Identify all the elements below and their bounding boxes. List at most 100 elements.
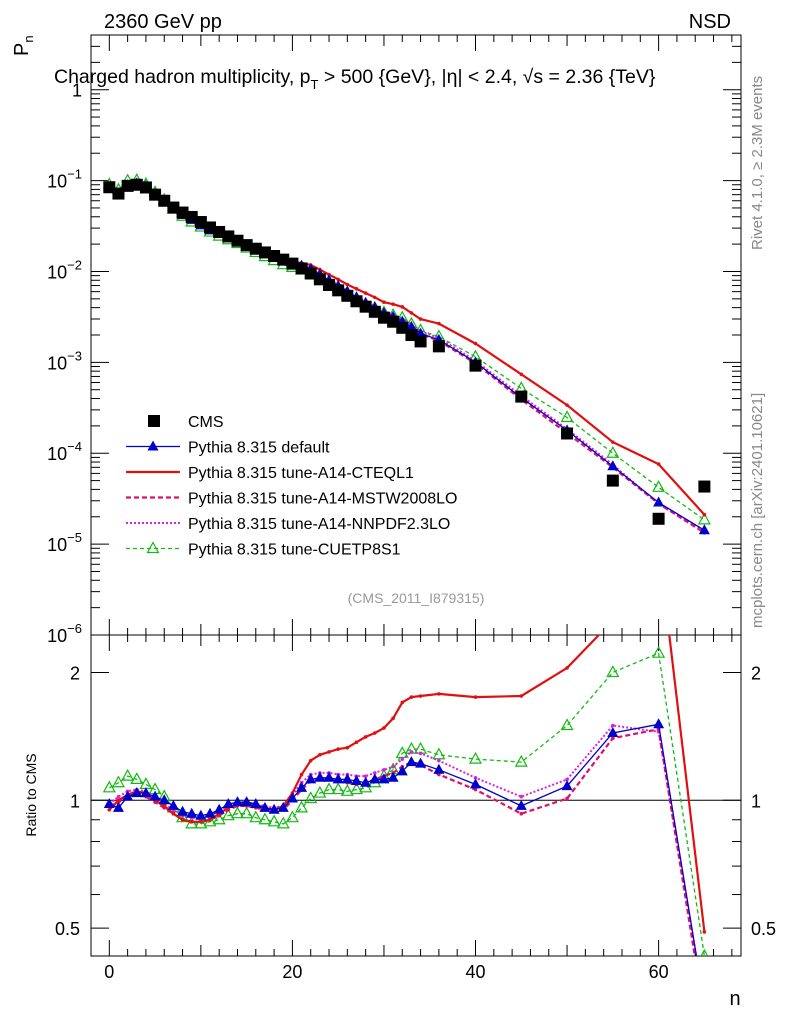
series-0-ratio-point	[323, 771, 335, 782]
cms-data-point	[606, 474, 619, 487]
series-4-ratio-point	[221, 808, 235, 821]
cms-data-point	[332, 284, 345, 297]
cms-data-point	[286, 257, 299, 270]
series-3-ratio-point	[373, 771, 377, 775]
cms-data-point	[268, 250, 281, 263]
cms-data-point	[295, 262, 308, 275]
series-1-main-point	[354, 287, 359, 291]
x-tick-label: 40	[465, 962, 485, 982]
series-0-ratio-point	[195, 809, 207, 820]
series-2-ratio-point	[473, 787, 478, 792]
series-4-ratio-point	[340, 784, 354, 796]
plot-title: Charged hadron multiplicity, pT > 500 {G…	[54, 66, 656, 92]
series-0-ratio-point	[470, 778, 482, 789]
main-y-tick-base: 1	[72, 81, 82, 101]
series-0-ratio-point	[158, 794, 170, 805]
ratio-y-tick-label-right: 2	[751, 663, 761, 683]
cms-data-point	[377, 311, 390, 324]
series-4-main-point	[606, 445, 620, 458]
series-1-main-point	[473, 341, 478, 346]
series-0-ratio-point	[231, 796, 243, 807]
cms-data-point	[304, 267, 317, 280]
series-2-ratio-point	[565, 796, 569, 801]
main-y-tick-base: 10	[47, 353, 67, 373]
series-4-ratio-point	[468, 751, 483, 764]
series-1-main-point	[409, 311, 414, 315]
series-4-ratio-point	[285, 810, 299, 823]
cms-data-point	[652, 512, 665, 525]
legend-series-4-marker	[146, 541, 160, 554]
series-0-ratio-point	[433, 763, 445, 774]
series-0-ratio-point	[415, 757, 427, 768]
series-1-ratio-point	[611, 619, 615, 623]
cms-data-point	[698, 480, 711, 493]
series-3-ratio-point	[400, 757, 405, 761]
series-0-ratio-point	[561, 780, 573, 791]
cms-data-point	[405, 329, 418, 341]
cms-data-point	[149, 188, 162, 201]
series-4-main-point	[560, 410, 574, 423]
series-1-main-point	[382, 300, 386, 305]
main-y-tick-exponent: −6	[67, 621, 82, 636]
cms-data-point	[112, 187, 125, 200]
plot-title-sub: T	[311, 77, 319, 92]
series-1-ratio-point	[363, 735, 368, 739]
main-y-tick-base: 10	[47, 444, 67, 464]
series-0-ratio-point	[186, 807, 198, 818]
series-0-ratio-point	[699, 999, 710, 1009]
cms-data-point	[323, 278, 336, 291]
cms-data-point	[103, 181, 116, 194]
series-3-ratio-point	[391, 764, 395, 769]
cms-data-point	[249, 242, 262, 255]
series-4-ratio-point	[276, 816, 290, 829]
main-y-tick-exponent: −4	[67, 439, 82, 454]
cms-data-point	[194, 216, 207, 229]
series-0-main-point	[405, 320, 417, 331]
series-4-ratio-point	[349, 782, 364, 795]
main-y-tick-label: 10−1	[47, 167, 82, 192]
series-0-ratio-point	[122, 790, 134, 801]
header-right: NSD	[689, 11, 731, 33]
series-3-ratio-point	[437, 758, 441, 763]
series-4-ratio-point	[130, 772, 144, 785]
cms-data-point	[176, 206, 189, 219]
series-1-ratio-point	[391, 716, 395, 721]
series-0-ratio-point	[204, 807, 216, 818]
series-0-ratio-point	[103, 798, 115, 809]
series-2-ratio-point	[519, 811, 524, 816]
legend-series-3-label: Pythia 8.315 tune-A14-NNPDF2.3LO	[188, 516, 450, 533]
series-0-ratio-point	[140, 787, 152, 798]
series-0-ratio-point	[607, 727, 619, 738]
series-1-ratio-point	[171, 811, 176, 816]
main-y-tick-base: 10	[47, 535, 67, 555]
main-y-tick-base: 10	[47, 626, 67, 646]
series-1-ratio-point	[565, 666, 569, 670]
cms-data-point	[258, 246, 271, 259]
series-0-ratio-point	[241, 796, 253, 807]
series-0-ratio-point	[277, 801, 289, 812]
cms-data-point	[240, 239, 253, 252]
ratio-y-tick-label: 0.5	[55, 919, 80, 939]
series-1-ratio-point	[437, 692, 441, 696]
main-y-tick-label: 10−6	[47, 621, 82, 646]
series-1-ratio-point	[373, 731, 377, 735]
main-y-tick-exponent: −5	[67, 530, 82, 545]
series-3-ratio-point	[382, 767, 386, 772]
series-3-ratio-point	[611, 723, 615, 728]
main-y-tick-label: 10−3	[47, 348, 82, 373]
legend: CMS Pythia 8.315 default Pythia 8.315 tune…	[126, 414, 457, 559]
series-0-ratio-point	[268, 803, 280, 814]
x-tick-label: 0	[104, 962, 114, 982]
series-1-main-point	[437, 321, 441, 326]
series-1-ratio-point	[189, 820, 194, 824]
legend-series-0-label: Pythia 8.315 default	[188, 440, 330, 457]
x-axis-label: n	[729, 988, 740, 1010]
series-0-main-point	[607, 460, 619, 471]
series-0-ratio-point	[653, 718, 665, 729]
series-4-ratio-point	[606, 665, 620, 678]
series-1-main-point	[363, 291, 368, 295]
series-1-main-point	[611, 440, 615, 444]
series-1-ratio-point	[354, 740, 359, 745]
series-0-ratio-point	[177, 805, 189, 816]
cms-data-point	[231, 234, 244, 247]
